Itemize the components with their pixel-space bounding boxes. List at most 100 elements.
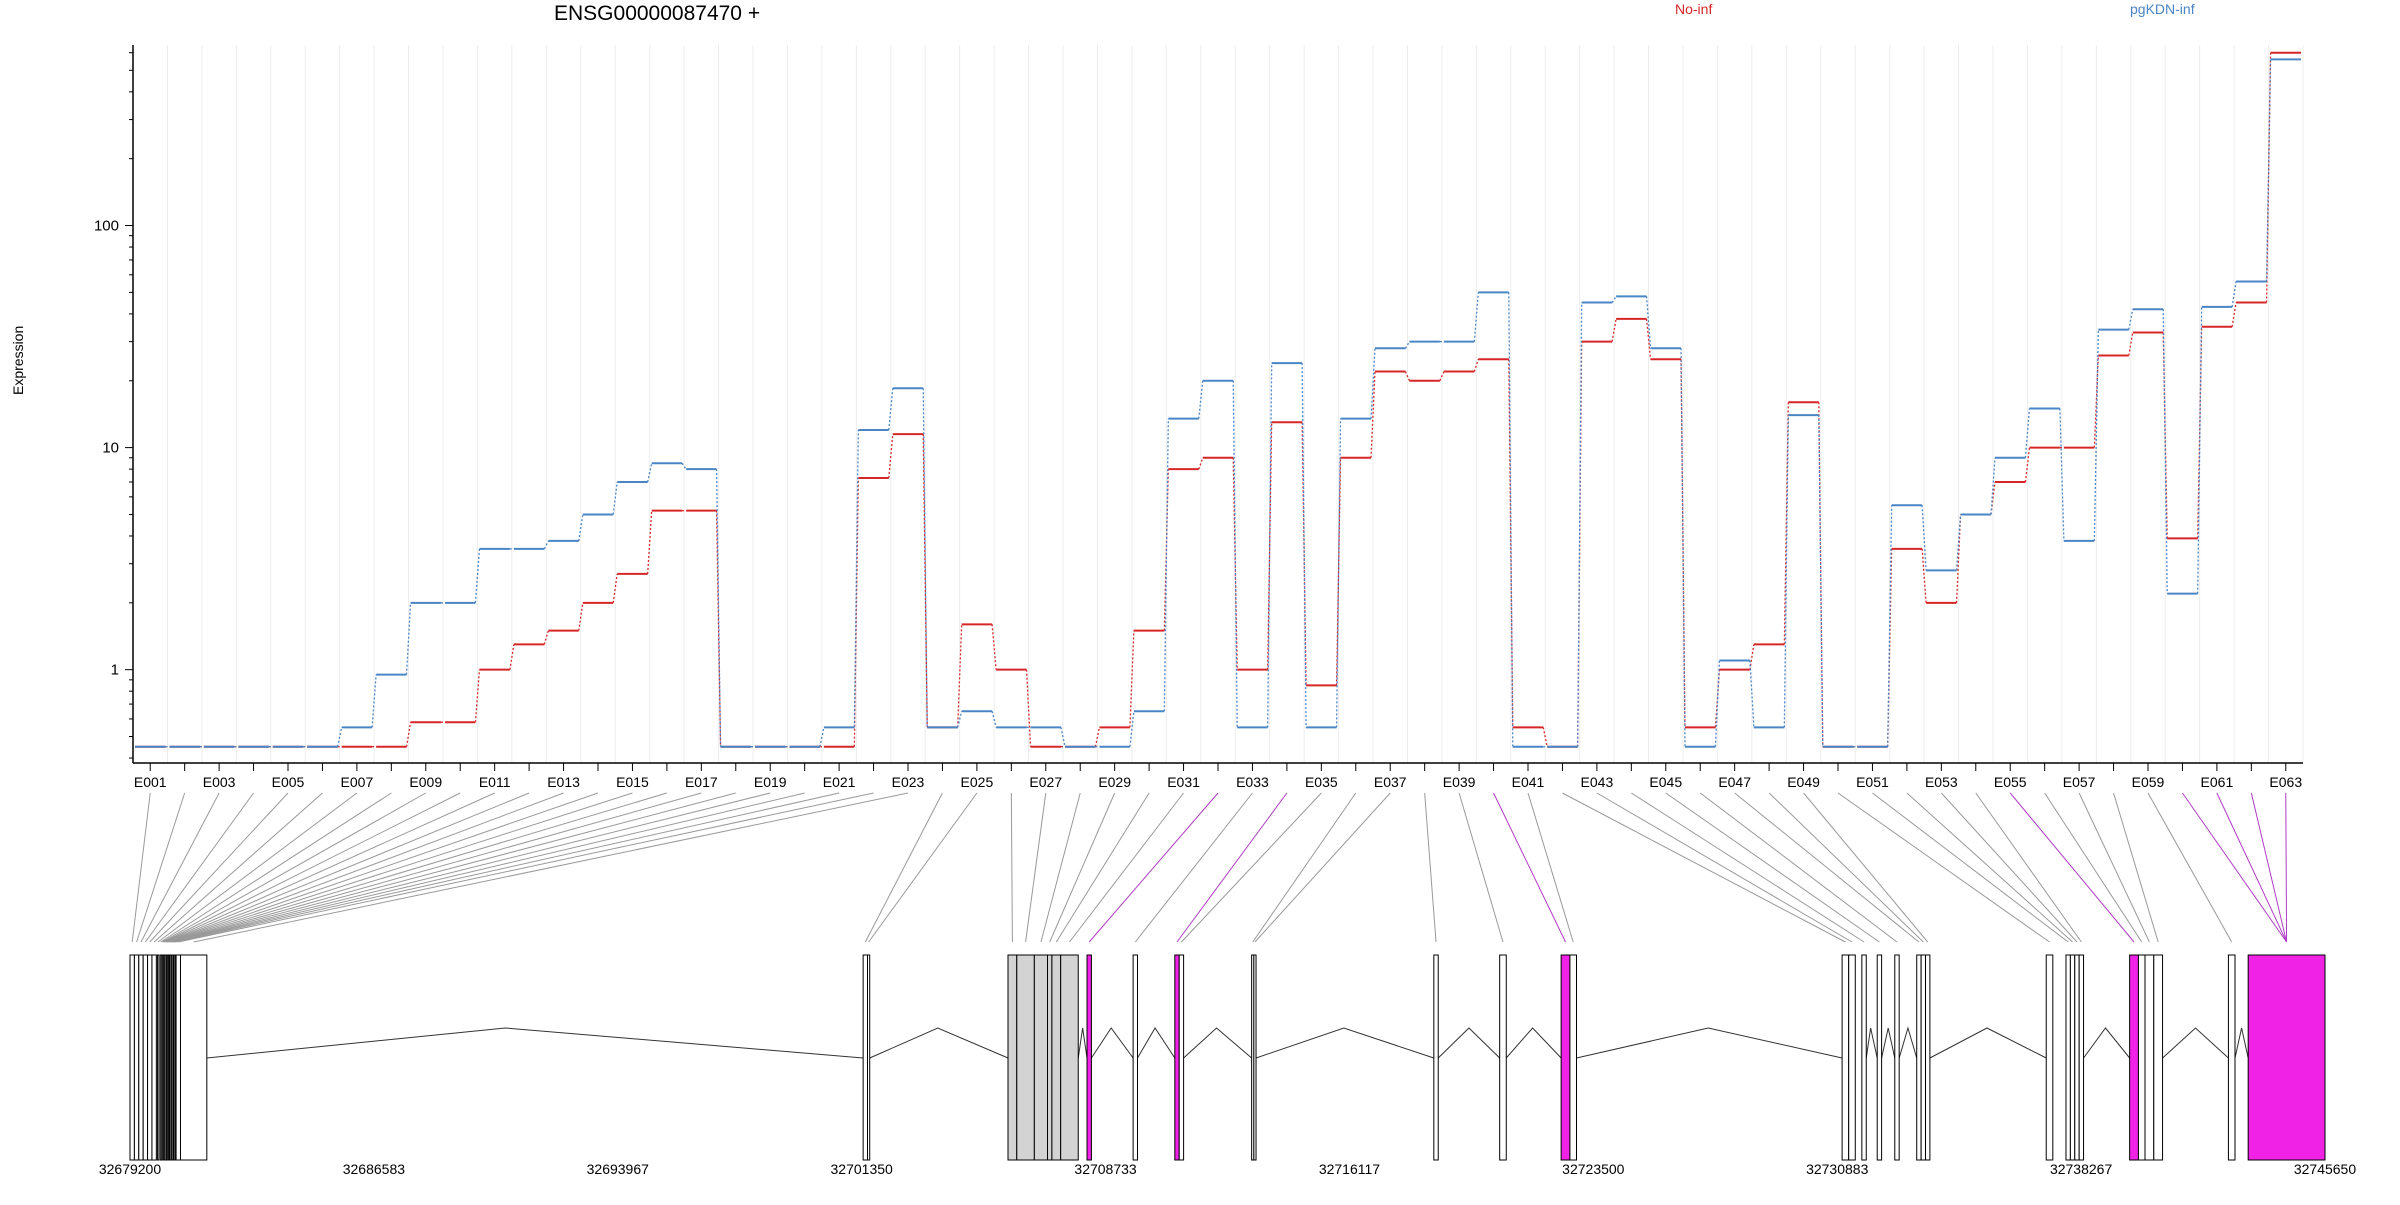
exon-connector <box>1803 792 1929 943</box>
exon-connector <box>1176 792 1288 943</box>
exon <box>129 954 135 1161</box>
data-connector <box>1887 505 1893 747</box>
exon-connector <box>165 792 530 943</box>
exon <box>1007 954 1018 1161</box>
data-connector <box>715 510 722 747</box>
exon <box>1433 954 1439 1161</box>
intron-line <box>1437 1027 1501 1059</box>
data-connector <box>2093 355 2099 448</box>
exon-connector <box>169 792 668 943</box>
data-connector <box>371 674 377 728</box>
data-connector <box>1335 418 1342 728</box>
exon <box>867 954 871 1161</box>
data-connector <box>474 548 481 603</box>
genomic-coordinate-label: 32693967 <box>587 1161 650 1177</box>
exon-connector <box>2216 792 2288 943</box>
data-connector <box>1955 514 1962 571</box>
data-connector <box>681 462 687 470</box>
exon-connector <box>167 792 599 943</box>
exon <box>2137 954 2146 1161</box>
exon <box>133 954 140 1161</box>
data-connector <box>1129 630 1135 728</box>
exon-connector <box>163 792 461 943</box>
exon-connector <box>168 792 633 943</box>
exon <box>2144 954 2155 1161</box>
data-connector <box>1921 505 1927 571</box>
exon-connector <box>173 792 771 943</box>
exon <box>1178 954 1185 1161</box>
exon-connector <box>2250 792 2288 943</box>
data-connector <box>2231 281 2237 308</box>
exon <box>1925 954 1931 1161</box>
exon-connector <box>1010 792 1013 943</box>
exon-connector <box>1665 792 1880 943</box>
data-connector <box>1783 415 1789 728</box>
exon-connector <box>1254 792 1391 943</box>
exon-connector <box>1699 792 1898 943</box>
data-connector <box>1267 422 1273 670</box>
data-connector <box>1060 727 1066 747</box>
exon-connector <box>157 792 358 943</box>
x-tick-label: E051 <box>1856 774 1889 790</box>
data-connector <box>1163 418 1169 712</box>
data-connector <box>1921 548 1927 603</box>
x-tick-label: E061 <box>2201 774 2234 790</box>
exon <box>2074 954 2080 1161</box>
exon <box>175 954 181 1161</box>
intron-line <box>1137 1027 1176 1059</box>
data-connector <box>819 727 825 747</box>
exon-connector <box>2044 792 2143 943</box>
intron-line <box>869 1027 1009 1059</box>
x-tick-label: E055 <box>1994 774 2027 790</box>
data-connector <box>1680 348 1686 747</box>
data-connector <box>1404 341 1411 349</box>
data-connector <box>543 540 549 550</box>
data-connector <box>922 388 928 728</box>
data-connector <box>1267 363 1273 728</box>
data-connector <box>991 711 997 728</box>
x-tick-label: E013 <box>547 774 580 790</box>
exon <box>2045 954 2054 1161</box>
exon-connector <box>2078 792 2150 943</box>
exon-connector <box>170 792 702 943</box>
exon-highlighted <box>1174 954 1180 1161</box>
exon <box>2078 954 2085 1161</box>
exon-connector <box>1562 792 1846 943</box>
genomic-coordinate-label: 32708733 <box>1074 1161 1137 1177</box>
exon <box>1876 954 1883 1161</box>
data-connector <box>1025 669 1032 747</box>
x-tick-label: E031 <box>1167 774 1200 790</box>
chart-title: ENSG00000087470 + <box>554 2 761 25</box>
intron-line <box>1576 1027 1843 1059</box>
exon-connector <box>1424 792 1437 943</box>
exon <box>138 954 144 1161</box>
exon <box>151 954 157 1161</box>
x-tick-label: E017 <box>685 774 718 790</box>
data-connector <box>647 463 653 483</box>
exon-connector <box>140 792 220 943</box>
exon <box>1861 954 1867 1161</box>
x-tick-label: E033 <box>1236 774 1269 790</box>
exon-highlighted <box>1086 954 1092 1161</box>
exon-connector <box>1872 792 2069 943</box>
x-tick-label: E039 <box>1443 774 1476 790</box>
exon <box>1848 954 1856 1161</box>
x-tick-label: E027 <box>1029 774 1062 790</box>
exon-connector <box>164 792 495 943</box>
data-connector <box>2128 309 2134 330</box>
data-connector <box>922 434 928 728</box>
exon-connector <box>1631 792 1865 943</box>
exon-connector <box>174 792 805 943</box>
intron-line <box>2083 1027 2131 1059</box>
exon-highlighted <box>2247 954 2326 1161</box>
x-tick-label: E011 <box>479 774 511 790</box>
x-tick-label: E029 <box>1098 774 1131 790</box>
exon <box>1060 954 1079 1161</box>
data-connector <box>1611 295 1617 303</box>
genomic-coordinate-label: 32730883 <box>1806 1161 1869 1177</box>
x-tick-label: E037 <box>1374 774 1407 790</box>
data-connector <box>578 514 584 542</box>
exon <box>1051 954 1062 1161</box>
genomic-coordinate-label: 32679200 <box>99 1161 162 1177</box>
